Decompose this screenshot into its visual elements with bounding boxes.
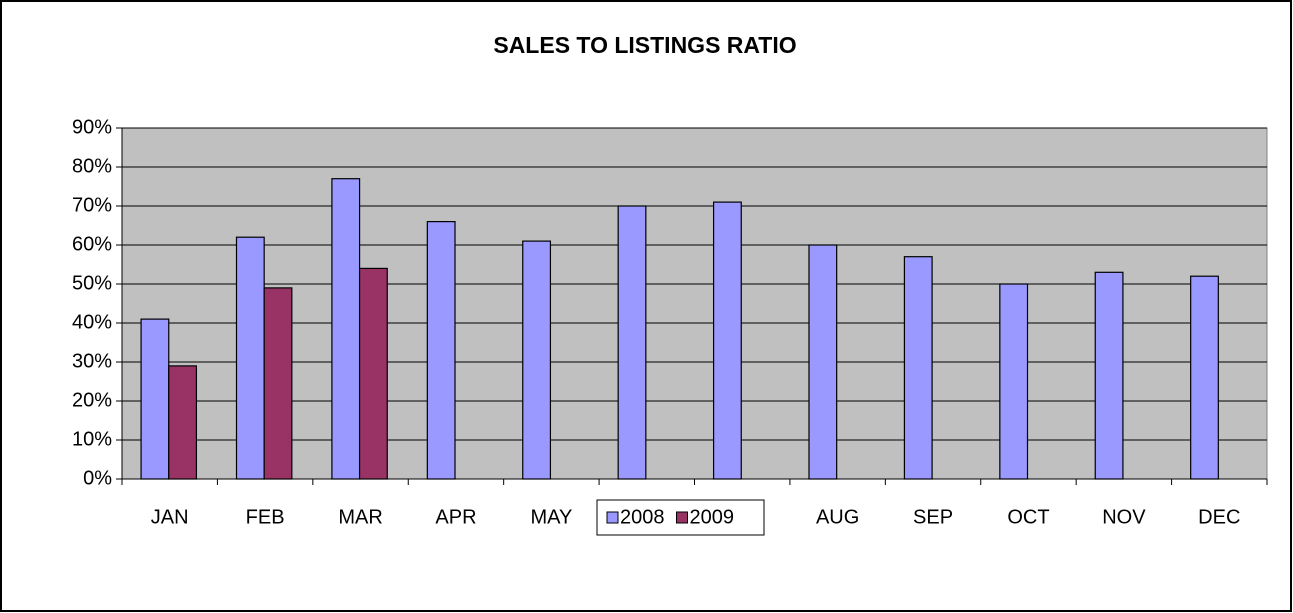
x-tick-label: JAN (151, 506, 189, 528)
y-tick-label: 80% (72, 155, 112, 177)
bar (426, 221, 456, 480)
x-tick-label: OCT (1007, 506, 1049, 528)
y-tick-label: 70% (72, 194, 112, 216)
y-tick-label: 90% (72, 116, 112, 138)
legend-swatch (676, 511, 688, 524)
bar (263, 287, 293, 480)
x-tick-label: AUG (816, 506, 859, 528)
x-tick-label: APR (435, 506, 476, 528)
y-tick-label: 30% (72, 350, 112, 372)
bar (331, 178, 361, 480)
bar (999, 283, 1029, 480)
bar (168, 365, 198, 480)
bar (617, 205, 647, 480)
y-tick-label: 50% (72, 272, 112, 294)
bar (808, 244, 838, 480)
bar (235, 236, 265, 480)
bar (358, 267, 388, 480)
x-tick-label: DEC (1198, 506, 1240, 528)
y-tick-label: 20% (72, 389, 112, 411)
bar (1190, 275, 1219, 480)
x-tick-label: SEP (913, 506, 953, 528)
bar (1094, 271, 1124, 480)
legend-label: 2008 (620, 506, 665, 528)
x-tick-label: FEB (246, 506, 285, 528)
y-tick-label: 60% (72, 233, 112, 255)
x-tick-label: MAY (530, 506, 572, 528)
plot-area (121, 127, 1268, 480)
y-tick-label: 10% (72, 428, 112, 450)
x-tick-label: MAR (338, 506, 382, 528)
bar (712, 201, 742, 480)
bar (903, 256, 933, 480)
chart-title: SALES TO LISTINGS RATIO (493, 32, 796, 58)
bar (140, 318, 170, 480)
bar (522, 240, 552, 480)
y-tick-label: 40% (72, 311, 112, 333)
y-tick-label: 0% (83, 467, 112, 489)
x-tick-label: NOV (1102, 506, 1146, 528)
legend-label: 2009 (690, 506, 735, 528)
legend-swatch (606, 511, 619, 524)
